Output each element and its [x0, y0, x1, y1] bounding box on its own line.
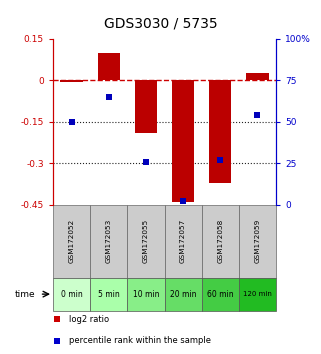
Bar: [127, 278, 164, 311]
Bar: [209, 80, 231, 183]
Bar: [246, 74, 269, 80]
Text: log2 ratio: log2 ratio: [69, 315, 109, 324]
Text: GSM172057: GSM172057: [180, 219, 186, 263]
Text: GSM172053: GSM172053: [106, 219, 112, 263]
Bar: [164, 205, 202, 278]
Text: GDS3030 / 5735: GDS3030 / 5735: [104, 16, 217, 30]
Bar: [127, 205, 164, 278]
Text: GSM172052: GSM172052: [69, 219, 74, 263]
Bar: [202, 205, 239, 278]
Text: GSM172058: GSM172058: [217, 219, 223, 263]
Bar: [53, 205, 90, 278]
Text: GSM172059: GSM172059: [255, 219, 260, 263]
Text: 10 min: 10 min: [133, 290, 159, 299]
Bar: [90, 205, 127, 278]
Text: 120 min: 120 min: [243, 291, 272, 297]
Bar: [172, 80, 194, 202]
Text: time: time: [14, 290, 35, 299]
Text: 0 min: 0 min: [61, 290, 82, 299]
Bar: [90, 278, 127, 311]
Bar: [202, 278, 239, 311]
Text: GSM172055: GSM172055: [143, 219, 149, 263]
Text: percentile rank within the sample: percentile rank within the sample: [69, 336, 211, 345]
Text: 60 min: 60 min: [207, 290, 234, 299]
Bar: [60, 80, 83, 82]
Bar: [239, 278, 276, 311]
Bar: [98, 53, 120, 80]
Bar: [164, 278, 202, 311]
Bar: [135, 80, 157, 133]
Text: 20 min: 20 min: [170, 290, 196, 299]
Text: 5 min: 5 min: [98, 290, 120, 299]
Bar: [239, 205, 276, 278]
Bar: [53, 278, 90, 311]
